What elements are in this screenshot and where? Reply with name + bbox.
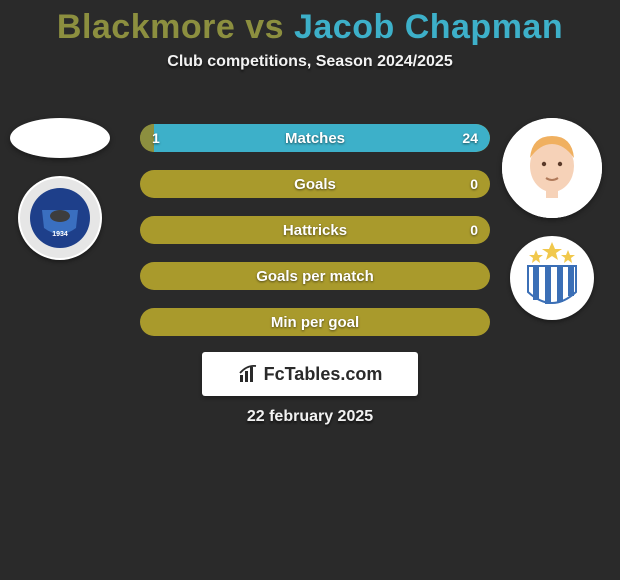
bar-label: Goals [140, 170, 490, 198]
player2-face-icon [502, 118, 602, 218]
bar-label: Goals per match [140, 262, 490, 290]
subtitle: Club competitions, Season 2024/2025 [0, 53, 620, 71]
bar-value-right: 0 [470, 170, 478, 198]
player2-club-badge [510, 236, 594, 320]
player1-club-badge: 1934 [18, 176, 102, 260]
svg-text:1934: 1934 [52, 231, 68, 238]
bar-label: Hattricks [140, 216, 490, 244]
page-title: Blackmore vs Jacob Chapman [0, 0, 620, 47]
brand-box: FcTables.com [202, 352, 418, 396]
stat-bar-row: Hattricks0 [140, 216, 490, 244]
player1-avatar [10, 118, 110, 158]
stat-bar-row: Goals0 [140, 170, 490, 198]
date-text: 22 february 2025 [0, 408, 620, 426]
title-p2: Jacob Chapman [294, 8, 563, 46]
right-column [502, 118, 602, 320]
bar-value-right: 24 [462, 124, 478, 152]
stat-bar-row: Goals per match [140, 262, 490, 290]
left-column: 1934 [10, 118, 110, 260]
title-vs: vs [235, 8, 294, 46]
bar-value-right: 0 [470, 216, 478, 244]
bar-label: Min per goal [140, 308, 490, 336]
bar-value-left: 1 [152, 124, 160, 152]
bar-label: Matches [140, 124, 490, 152]
brand-text: FcTables.com [264, 364, 383, 385]
stat-bar-row: Min per goal [140, 308, 490, 336]
peterborough-badge-icon: 1934 [18, 176, 102, 260]
title-p1: Blackmore [57, 8, 235, 46]
huddersfield-badge-icon [510, 236, 594, 320]
stat-bars: Matches124Goals0Hattricks0Goals per matc… [140, 124, 490, 336]
player2-avatar [502, 118, 602, 218]
stat-bar-row: Matches1 24 [140, 124, 490, 152]
chart-bars-icon [238, 363, 260, 385]
